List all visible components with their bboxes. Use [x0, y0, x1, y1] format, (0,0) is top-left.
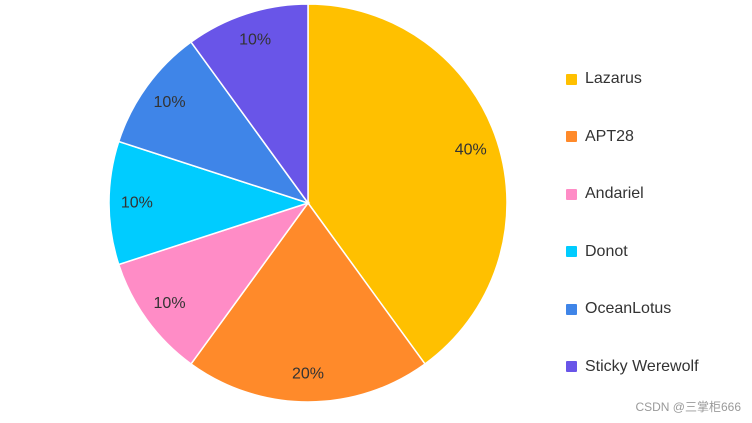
pie-slice-lazarus — [307, 3, 508, 366]
legend-label: OceanLotus — [585, 300, 672, 317]
legend-item-oceanlotus[interactable]: OceanLotus — [566, 295, 699, 323]
data-label-andariel: 10% — [154, 295, 186, 312]
legend-item-sticky-werewolf[interactable]: Sticky Werewolf — [566, 353, 699, 381]
data-label-lazarus: 40% — [455, 142, 487, 159]
pie-slice-sticky-werewolf — [189, 3, 309, 206]
chart-legend: Lazarus APT28 Andariel Donot OceanLotus Stick… — [566, 65, 699, 410]
data-label-oceanlotus: 10% — [154, 94, 186, 111]
legend-swatch — [566, 303, 577, 315]
legend-item-apt28[interactable]: APT28 — [566, 123, 699, 151]
pie-slice-andariel — [117, 201, 310, 366]
pie-slice-apt28 — [189, 201, 427, 403]
legend-swatch — [566, 73, 577, 85]
legend-label: Sticky Werewolf — [585, 357, 699, 375]
pie-slice-oceanlotus — [117, 40, 310, 205]
watermark: CSDN @三掌柜666 — [635, 400, 741, 414]
data-label-sticky-werewolf: 10% — [239, 32, 271, 49]
legend-item-andariel[interactable]: Andariel — [566, 180, 699, 208]
legend-label: Lazarus — [585, 70, 642, 87]
legend-swatch — [566, 188, 577, 200]
legend-label: Andariel — [585, 185, 644, 202]
data-label-donot: 10% — [121, 195, 153, 212]
legend-label: Donot — [585, 242, 628, 260]
legend-item-donot[interactable]: Donot — [566, 238, 699, 266]
legend-swatch — [566, 361, 577, 372]
legend-label: APT28 — [585, 127, 634, 145]
legend-item-lazarus[interactable]: Lazarus — [566, 65, 699, 93]
data-label-apt28: 20% — [292, 366, 324, 383]
pie-slice-donot — [108, 140, 311, 266]
legend-swatch — [566, 246, 577, 257]
legend-swatch — [566, 131, 577, 142]
